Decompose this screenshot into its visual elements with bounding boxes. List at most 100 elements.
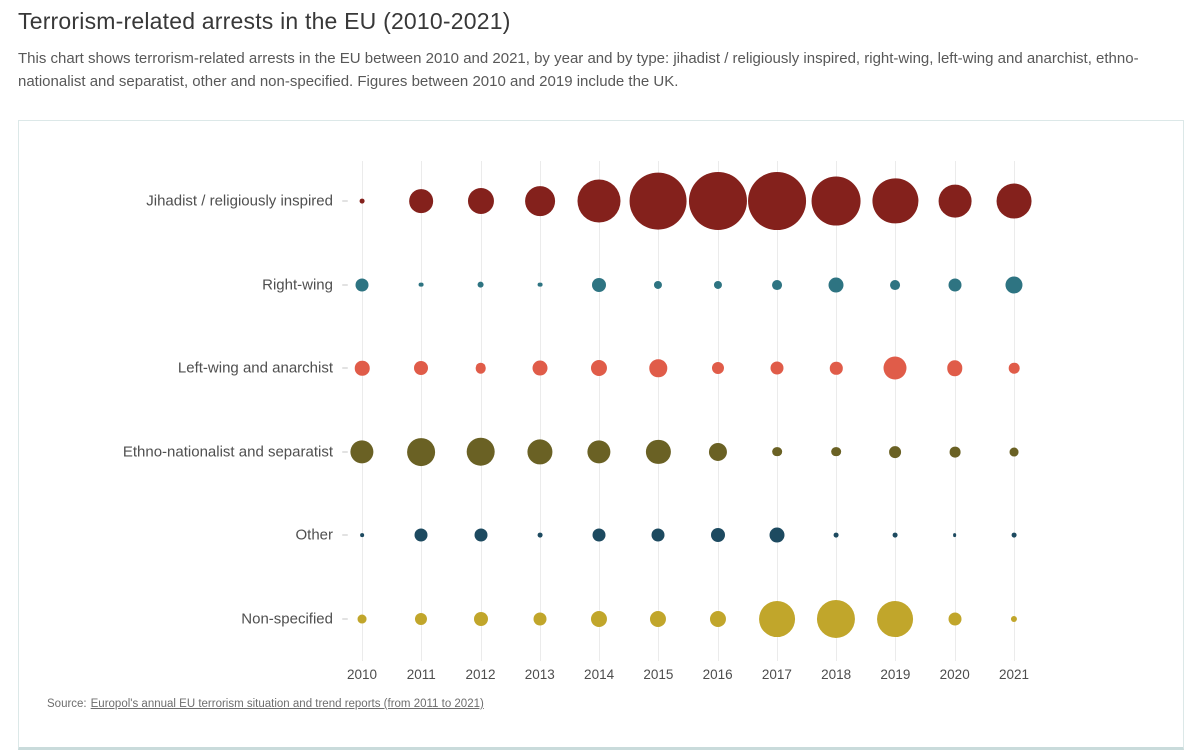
chart-subtitle: This chart shows terrorism-related arres… [18,50,1139,90]
bubble[interactable] [577,179,621,223]
bubble[interactable] [772,446,782,457]
x-axis-label: 2010 [346,667,378,682]
bubble[interactable] [831,446,841,457]
category-label: Left-wing and anarchist [177,359,333,377]
row-tick [342,534,348,537]
bubble[interactable] [890,279,901,290]
bubble[interactable] [811,176,861,226]
bubble[interactable] [949,446,961,458]
gridline [480,161,482,661]
bubble[interactable] [711,362,724,375]
bubble[interactable] [527,439,553,465]
bubble[interactable] [708,442,727,461]
bubble[interactable] [872,178,918,224]
bubble[interactable] [747,172,806,230]
bubble[interactable] [651,528,665,542]
x-axis-label: 2020 [939,667,970,682]
bubble[interactable] [477,281,484,289]
bubble[interactable] [360,533,364,538]
bubble[interactable] [877,601,914,637]
bubble[interactable] [354,360,370,376]
bubble[interactable] [828,277,844,293]
bubble[interactable] [1008,362,1020,374]
bubble[interactable] [709,610,726,628]
bubble[interactable] [532,360,548,376]
bubble[interactable] [710,528,725,543]
source-link[interactable]: Europol's annual EU terrorism situation … [90,698,484,710]
bubble[interactable] [758,601,795,637]
bubble[interactable] [817,599,856,639]
category-label: Ethno-nationalist and separatist [122,443,333,461]
bubble[interactable] [357,614,367,624]
bubble[interactable] [1011,532,1017,538]
row-tick [342,367,348,370]
bubble[interactable] [883,356,907,380]
bubble[interactable] [533,612,547,626]
bubble[interactable] [475,362,486,374]
x-axis-label: 2013 [524,667,555,682]
bubble[interactable] [466,437,495,467]
gridline [599,161,601,661]
bubble[interactable] [409,189,434,213]
bubble[interactable] [414,528,428,542]
bubble[interactable] [414,361,429,376]
bubble[interactable] [946,360,963,376]
bubble[interactable] [713,280,722,289]
bubble[interactable] [1005,276,1023,294]
bubble[interactable] [649,359,668,377]
bubble[interactable] [1010,615,1018,623]
chart-title: Terrorism-related arrests in the EU (201… [18,8,511,34]
bubble[interactable] [587,440,611,464]
bubble[interactable] [591,360,608,377]
bubble[interactable] [948,612,962,626]
bubble[interactable] [418,282,424,288]
bubble[interactable] [467,187,494,215]
x-axis-label: 2017 [761,667,792,682]
bubble[interactable] [996,183,1032,219]
bubble[interactable] [474,528,488,542]
gridline [658,161,660,661]
bubble[interactable] [829,361,843,375]
category-label: Jihadist / religiously inspired [146,192,333,210]
bubble[interactable] [359,198,365,204]
x-axis-label: 2015 [643,667,674,682]
bubble[interactable] [537,282,543,288]
bubble[interactable] [948,278,962,292]
bubble[interactable] [473,611,488,627]
bubble[interactable] [646,439,671,464]
bubble[interactable] [355,278,369,292]
x-axis-label: 2014 [584,667,615,682]
source-line: Source: Europol's annual EU terrorism sit… [47,698,484,710]
bubble[interactable] [350,440,374,464]
bubble[interactable] [537,532,543,538]
row-tick [342,618,348,620]
bubble[interactable] [938,184,972,218]
bubble[interactable] [770,361,784,375]
gridline [717,161,719,661]
gridline [954,161,956,661]
gridline [421,161,423,661]
x-axis-label: 2011 [406,667,436,682]
bubble[interactable] [833,532,839,538]
bubble[interactable] [650,610,667,628]
bubble[interactable] [893,532,898,538]
bubble[interactable] [592,277,607,292]
bubble[interactable] [524,186,555,216]
bubble[interactable] [591,610,608,628]
gridline [895,161,897,661]
bubble[interactable] [415,612,428,626]
chart-card: 2010 2011 2012 2013 2014 2015 2016 2017 2018 2019… [18,120,1184,750]
gridline [539,161,541,661]
bubble[interactable] [654,280,663,289]
bubble[interactable] [769,527,785,543]
bubble[interactable] [889,445,902,458]
bubble[interactable] [592,528,606,542]
category-label: Other [295,526,333,544]
bubble[interactable] [1009,447,1019,457]
bubble[interactable] [688,171,747,231]
bubble[interactable] [407,437,436,466]
bubble[interactable] [952,533,957,538]
bubble[interactable] [629,172,687,230]
bubble[interactable] [771,279,782,290]
